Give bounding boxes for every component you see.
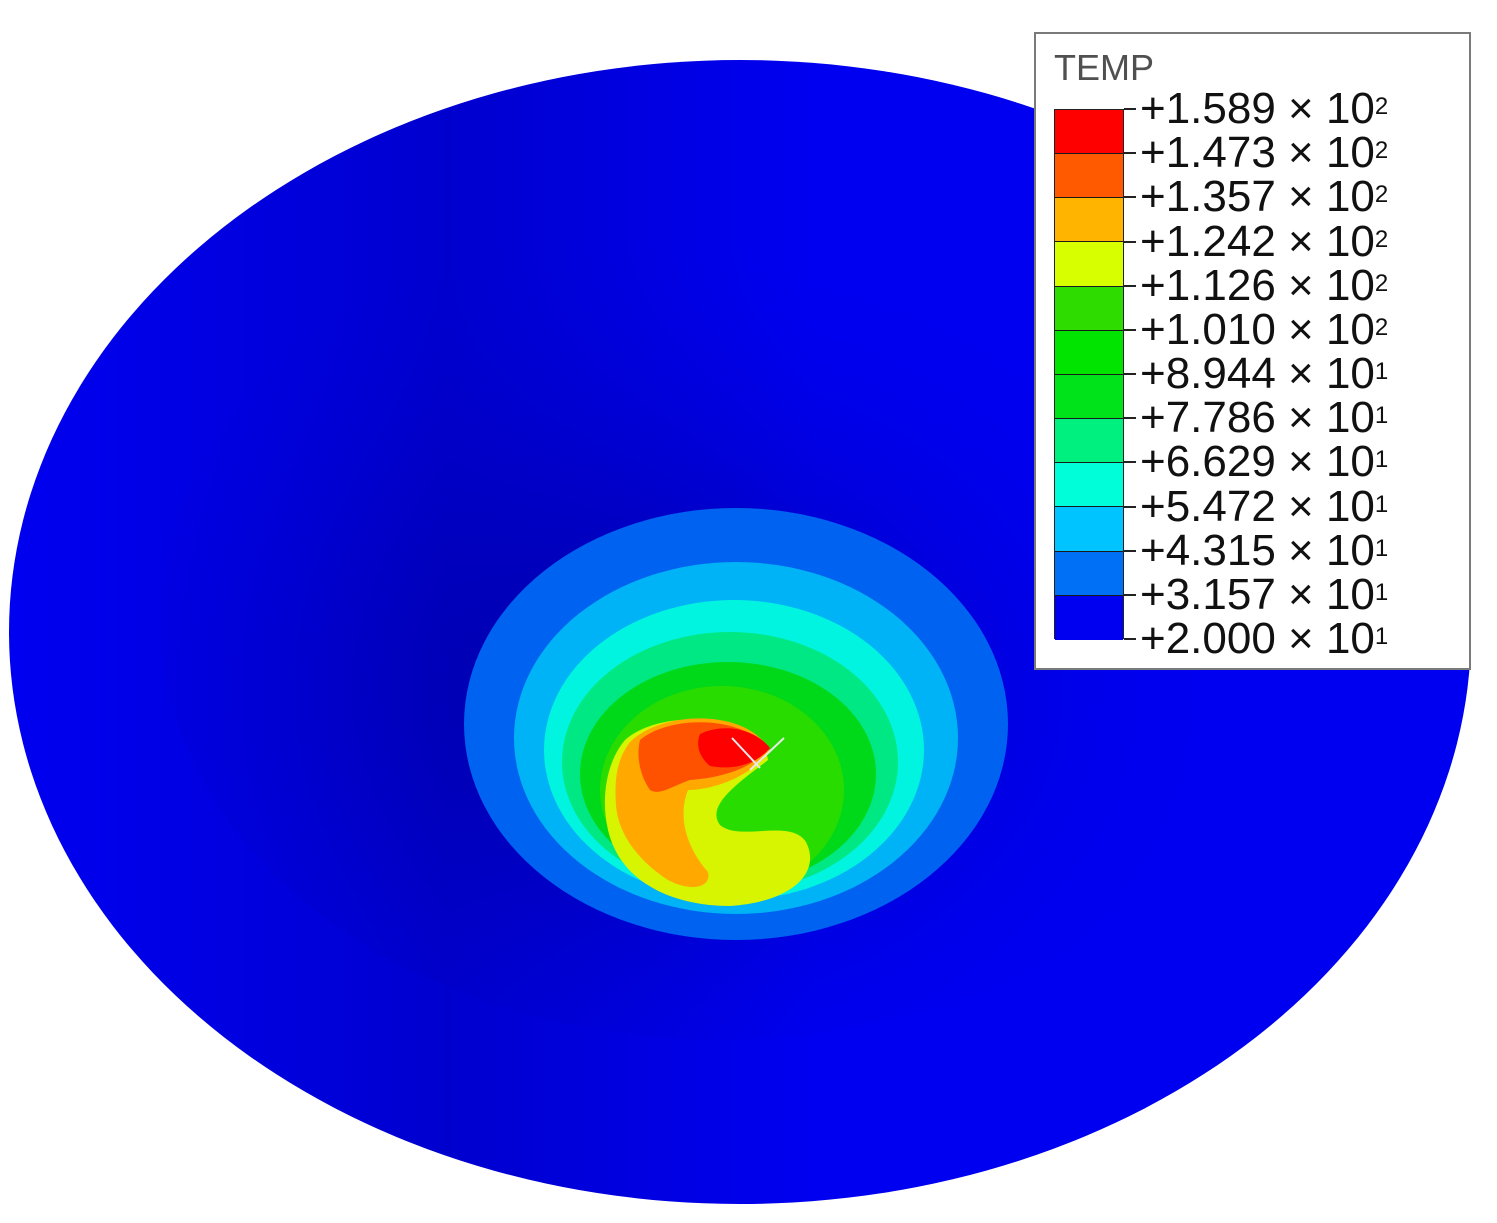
- legend-value-text: +1.242 × 10: [1140, 216, 1375, 266]
- legend-tick: [1124, 638, 1136, 640]
- legend-value-label: +8.944 × 101: [1140, 352, 1388, 396]
- legend-value-label: +7.786 × 101: [1140, 396, 1388, 440]
- legend-value-text: +8.944 × 10: [1140, 349, 1375, 398]
- legend-value-text: +2.000 × 10: [1140, 614, 1375, 663]
- contour-band-147: [698, 728, 770, 768]
- source-marker-line: [731, 737, 761, 769]
- legend-value-label: +5.472 × 101: [1140, 481, 1389, 531]
- legend-tick: [1124, 108, 1136, 110]
- legend-value-text: +1.126 × 10: [1140, 260, 1375, 310]
- legend-value-exponent: 2: [1374, 93, 1389, 120]
- legend-band: [1055, 419, 1123, 464]
- legend-tick: [1124, 373, 1136, 375]
- legend-value-label: +6.629 × 101: [1140, 440, 1388, 484]
- legend-value-exponent: 2: [1374, 181, 1389, 209]
- legend-value-exponent: 2: [1374, 269, 1389, 297]
- legend-value-text: +1.473 × 10: [1140, 128, 1375, 178]
- legend-tick: [1124, 240, 1136, 243]
- legend-value-label: +1.589 × 102: [1140, 87, 1388, 131]
- legend-tick: [1124, 593, 1136, 596]
- legend-value-text: +3.157 × 10: [1140, 569, 1375, 619]
- legend-band: [1055, 154, 1123, 199]
- legend-tick: [1124, 328, 1136, 331]
- legend-band: [1055, 330, 1123, 375]
- legend-tick: [1124, 417, 1136, 420]
- legend-value-text: +1.357 × 10: [1140, 172, 1375, 222]
- legend-value-exponent: 1: [1374, 578, 1389, 606]
- legend-value-label: +2.000 × 101: [1140, 617, 1388, 661]
- legend-band: [1055, 595, 1123, 640]
- legend-band: [1055, 463, 1123, 508]
- legend-band: [1055, 551, 1123, 596]
- legend-value-label: +1.242 × 102: [1140, 216, 1389, 266]
- temperature-legend: TEMP +1.589 × 102 +1.473 × 102 +1.357 × 10…: [1034, 32, 1471, 670]
- legend-value-label: +3.157 × 101: [1140, 569, 1389, 619]
- legend-value-exponent: 1: [1374, 358, 1389, 385]
- legend-value-label: +1.473 × 102: [1140, 131, 1388, 175]
- legend-tick: [1124, 196, 1136, 199]
- legend-value-exponent: 1: [1374, 402, 1389, 430]
- legend-value-label: +1.357 × 102: [1140, 175, 1388, 219]
- legend-value-exponent: 1: [1374, 446, 1389, 474]
- legend-tick: [1124, 152, 1136, 155]
- legend-value-text: +6.629 × 10: [1140, 437, 1375, 487]
- legend-tick: [1124, 505, 1136, 508]
- legend-value-exponent: 1: [1374, 623, 1389, 650]
- legend-band: [1055, 374, 1123, 420]
- legend-title: TEMP: [1054, 47, 1155, 88]
- legend-value-exponent: 2: [1374, 137, 1389, 165]
- legend-value-text: +4.315 × 10: [1140, 525, 1375, 575]
- legend-value-text: +5.472 × 10: [1140, 481, 1375, 531]
- legend-value-label: +1.010 × 102: [1140, 304, 1389, 354]
- source-marker-line: [749, 737, 785, 771]
- legend-value-text: +7.786 × 10: [1140, 393, 1375, 443]
- legend-color-bar: [1054, 109, 1124, 640]
- legend-value-label: +4.315 × 101: [1140, 525, 1389, 575]
- legend-value-exponent: 2: [1374, 225, 1389, 253]
- legend-band: [1055, 507, 1123, 552]
- legend-band: [1055, 286, 1123, 331]
- legend-band: [1055, 110, 1123, 155]
- legend-value-label: +1.126 × 102: [1140, 260, 1389, 310]
- legend-value-text: +1.589 × 10: [1140, 84, 1375, 133]
- legend-band: [1055, 198, 1123, 243]
- legend-tick: [1124, 284, 1136, 287]
- legend-band: [1055, 242, 1123, 287]
- legend-tick: [1124, 461, 1136, 464]
- legend-tick: [1124, 549, 1136, 552]
- legend-value-exponent: 1: [1374, 534, 1389, 562]
- legend-value-exponent: 1: [1374, 490, 1389, 518]
- legend-value-text: +1.010 × 10: [1140, 304, 1375, 354]
- legend-value-exponent: 2: [1374, 313, 1389, 341]
